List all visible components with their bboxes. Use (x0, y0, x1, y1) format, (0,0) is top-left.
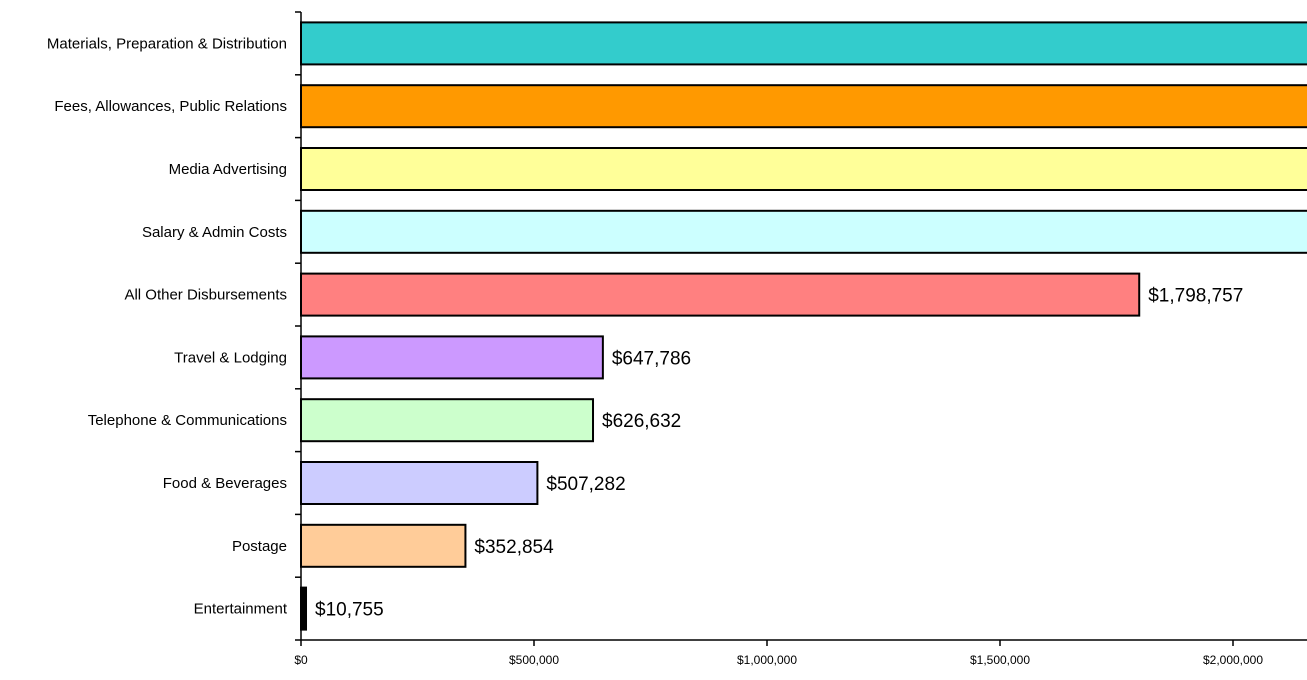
value-label: $647,786 (612, 348, 691, 369)
bar (300, 272, 1141, 317)
bar (300, 21, 1307, 66)
bars-group (300, 21, 1307, 631)
x-tick-label: $1,000,000 (737, 653, 797, 667)
bar (300, 461, 539, 505)
category-label: All Other Disbursements (124, 287, 287, 304)
x-tick-label: $2,000,000 (1203, 653, 1263, 667)
category-label: Materials, Preparation & Distribution (47, 35, 287, 52)
category-label: Postage (232, 538, 287, 555)
x-tick-label: $500,000 (509, 653, 559, 667)
value-label: $10,755 (315, 600, 384, 621)
value-label: $626,632 (602, 411, 681, 432)
x-tick-label: $0 (294, 653, 308, 667)
value-label: $507,282 (546, 474, 625, 495)
category-label: Salary & Admin Costs (142, 224, 287, 241)
category-label: Media Advertising (169, 161, 287, 178)
value-label: $352,854 (474, 537, 554, 558)
bar (300, 147, 1307, 191)
bar (300, 586, 308, 631)
labels-group: Materials, Preparation & Distribution$3,… (47, 35, 1263, 667)
value-label: $1,798,757 (1148, 286, 1243, 307)
axes-group (295, 11, 1307, 646)
category-label: Entertainment (194, 601, 288, 618)
category-label: Travel & Lodging (174, 349, 287, 366)
bar (300, 335, 604, 380)
bar (300, 523, 467, 568)
bar (300, 209, 1307, 254)
category-label: Food & Beverages (163, 475, 287, 492)
category-label: Fees, Allowances, Public Relations (54, 98, 287, 115)
category-label: Telephone & Communications (88, 412, 287, 429)
x-tick-label: $1,500,000 (970, 653, 1030, 667)
bar (300, 84, 1307, 129)
bar (300, 398, 595, 443)
